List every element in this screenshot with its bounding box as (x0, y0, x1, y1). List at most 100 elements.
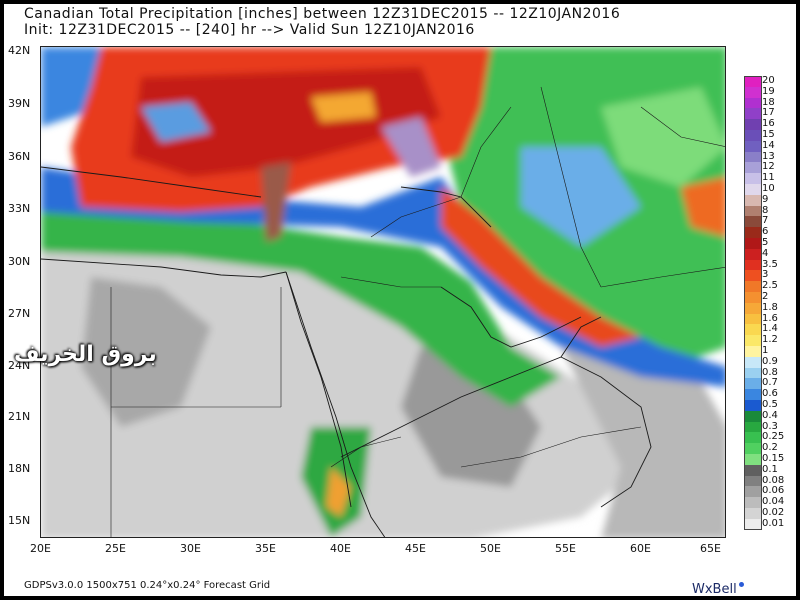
legend-swatch (744, 162, 762, 174)
legend-swatch (744, 508, 762, 520)
legend-label: 0.7 (762, 377, 778, 389)
legend-swatch (744, 454, 762, 466)
legend-swatch (744, 421, 762, 433)
legend-swatch (744, 378, 762, 390)
lat-label: 36N (8, 150, 31, 163)
legend-label: 0.5 (762, 399, 778, 410)
legend-label: 0.02 (762, 507, 785, 518)
legend-swatch (744, 173, 762, 185)
legend-label: 0.25 (762, 431, 785, 443)
legend-swatch (744, 184, 762, 196)
legend-swatch (744, 497, 762, 509)
legend-swatch (744, 108, 762, 120)
legend-swatch (744, 346, 762, 358)
legend-label: 0.01 (762, 517, 785, 529)
legend-swatch (744, 270, 762, 282)
lat-label: 30N (8, 255, 31, 268)
legend-label: 6 (762, 226, 769, 238)
lon-label: 20E (30, 542, 51, 555)
legend-label: 5 (762, 237, 769, 248)
legend-label: 1 (762, 345, 769, 356)
lat-label: 33N (8, 202, 31, 215)
brand-dot-icon (738, 582, 744, 587)
legend-label: 19 (762, 85, 775, 97)
lat-label: 18N (8, 462, 31, 475)
lon-label: 50E (480, 542, 501, 555)
legend-label: 0.8 (762, 366, 778, 378)
legend-label: 0.6 (762, 388, 778, 400)
legend-label: 1.4 (762, 323, 778, 335)
legend-swatch (744, 76, 762, 88)
legend-label: 4 (762, 247, 769, 259)
legend-swatch (744, 140, 762, 153)
legend-swatch (744, 356, 762, 369)
legend-label: 12 (762, 161, 775, 173)
legend-label: 2 (762, 291, 769, 302)
legend-swatch (744, 324, 762, 336)
lon-label: 45E (405, 542, 426, 555)
legend-swatch (744, 313, 762, 325)
legend-label: 11 (762, 172, 775, 184)
legend-label: 16 (762, 118, 775, 130)
legend-swatch (744, 400, 762, 412)
lat-label: 27N (8, 307, 31, 320)
precip-field (41, 47, 725, 537)
legend-swatch (744, 443, 762, 455)
lat-label: 21N (8, 410, 31, 423)
legend-label: 3 (762, 269, 769, 281)
legend-swatch (744, 86, 762, 99)
legend-label: 0.15 (762, 453, 785, 464)
brand-text: WxBell (692, 582, 737, 596)
chart-title: Canadian Total Precipitation [inches] be… (24, 6, 621, 22)
legend-swatch (744, 486, 762, 498)
legend-swatch (744, 432, 762, 444)
lon-label: 25E (105, 542, 126, 555)
legend-label: 20 (762, 75, 775, 86)
watermark-text: بروق الخريف (14, 342, 157, 367)
legend-label: 10 (762, 183, 775, 194)
legend-swatch (744, 216, 762, 228)
lon-label: 55E (555, 542, 576, 555)
legend-label: 2.5 (762, 280, 778, 292)
lon-label: 60E (630, 542, 651, 555)
lon-label: 65E (700, 542, 721, 555)
legend-swatch (744, 518, 762, 531)
legend-label: 1.2 (762, 334, 778, 346)
legend-label: 3.5 (762, 258, 778, 270)
legend-label: 0.1 (762, 463, 778, 475)
legend-swatch (744, 367, 762, 379)
lon-label: 35E (255, 542, 276, 555)
chart-subtitle: Init: 12Z31DEC2015 -- [240] hr --> Valid… (24, 22, 475, 38)
map-canvas (41, 47, 725, 537)
lat-label: 42N (8, 44, 31, 57)
legend-label: 15 (762, 129, 775, 140)
legend-label: 0.06 (762, 485, 785, 497)
legend-label: 0.04 (762, 496, 785, 508)
legend-swatch (744, 464, 762, 477)
legend-label: 9 (762, 193, 769, 205)
legend-swatch (744, 130, 762, 142)
legend-swatch (744, 205, 762, 217)
country-borders (110, 86, 725, 537)
brand-logo: WxBell (692, 582, 744, 596)
legend-label: 0.08 (762, 474, 785, 486)
precipitation-map (40, 46, 726, 538)
legend-label: 1.8 (762, 301, 778, 313)
legend-swatch (744, 389, 762, 401)
coastlines (41, 166, 652, 537)
legend-label: 0.4 (762, 409, 778, 421)
legend-swatch (744, 475, 762, 487)
legend-swatch (744, 227, 762, 239)
legend-swatch (744, 292, 762, 304)
legend-swatch (744, 194, 762, 207)
lat-label: 15N (8, 514, 31, 527)
lon-label: 30E (180, 542, 201, 555)
lat-label: 24N (8, 359, 31, 372)
legend-label: 0.2 (762, 442, 778, 454)
legend-swatch (744, 302, 762, 315)
legend-swatch (744, 281, 762, 293)
legend-swatch (744, 410, 762, 423)
lat-label: 39N (8, 97, 31, 110)
legend-swatch (744, 238, 762, 250)
legend-label: 7 (762, 215, 769, 227)
